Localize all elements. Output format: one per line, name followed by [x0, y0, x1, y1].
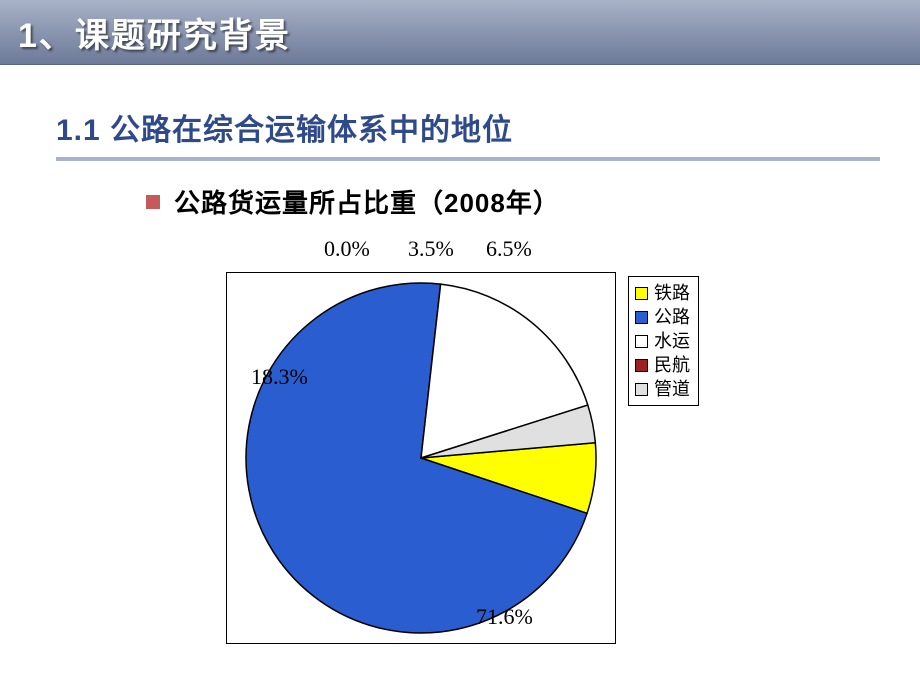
legend-swatch [635, 311, 648, 324]
legend-item-民航: 民航 [635, 353, 690, 377]
legend-item-铁路: 铁路 [635, 281, 690, 305]
legend-item-公路: 公路 [635, 305, 690, 329]
pie-svg [226, 272, 616, 644]
title-bar: 1、课题研究背景 [0, 0, 920, 65]
legend-swatch [635, 383, 648, 396]
legend-swatch [635, 359, 648, 372]
legend-item-管道: 管道 [635, 377, 690, 401]
legend-item-水运: 水运 [635, 329, 690, 353]
pct-label-民航: 0.0% [324, 236, 370, 262]
pct-label-水运: 18.3% [251, 364, 308, 390]
legend-swatch [635, 335, 648, 348]
content-area: 1.1 公路在综合运输体系中的地位 公路货运量所占比重（2008年） 铁路公路水… [0, 65, 920, 656]
subtitle-row: 公路货运量所占比重（2008年） [56, 183, 880, 220]
chart-legend: 铁路公路水运民航管道 [628, 276, 699, 406]
legend-label: 铁路 [654, 281, 690, 305]
pct-label-铁路: 6.5% [486, 236, 532, 262]
subtitle-text: 公路货运量所占比重（2008年） [174, 183, 560, 220]
pie-holder [226, 272, 616, 649]
pie-chart: 铁路公路水运民航管道 6.5% 71.6% 18.3% 0.0% 3.5% [176, 226, 876, 656]
legend-label: 水运 [654, 329, 690, 353]
bullet-icon [146, 195, 160, 209]
legend-label: 民航 [654, 353, 690, 377]
section-title: 1.1 公路在综合运输体系中的地位 [56, 105, 880, 161]
legend-label: 公路 [654, 305, 690, 329]
pct-label-管道: 3.5% [408, 236, 454, 262]
legend-label: 管道 [654, 377, 690, 401]
page-title: 1、课题研究背景 [18, 8, 291, 57]
pct-label-公路: 71.6% [476, 604, 533, 630]
legend-swatch [635, 287, 648, 300]
